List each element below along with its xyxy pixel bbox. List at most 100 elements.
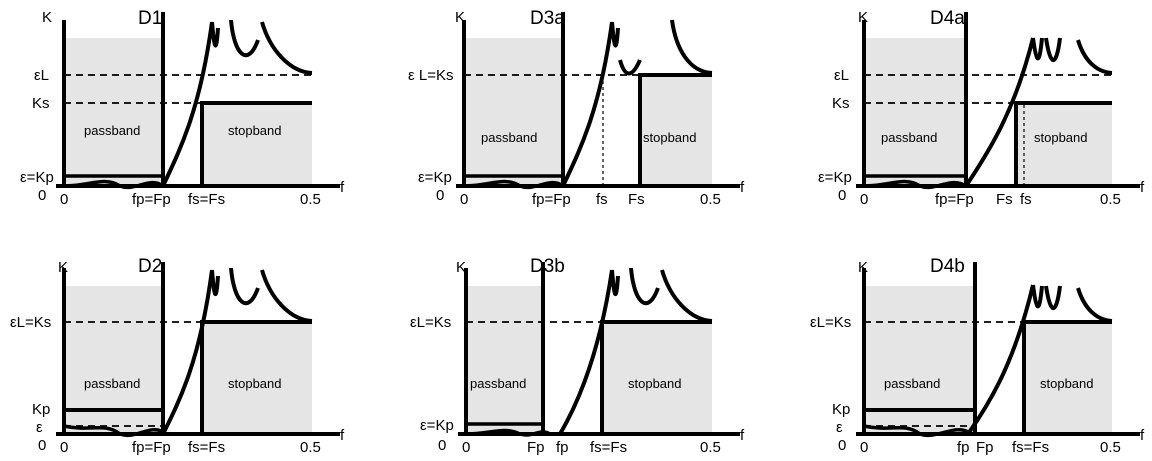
x-tick-label: 0 — [460, 191, 468, 208]
stopband-edge — [638, 73, 712, 186]
x-tick-label: fp — [957, 439, 970, 456]
stopband-label: stopband — [228, 376, 282, 391]
y-axis-label: K — [456, 259, 466, 276]
x-axis-label: f — [1140, 179, 1145, 196]
passband-region — [466, 286, 543, 434]
x-tick-label: 0 — [860, 439, 868, 456]
x-tick-label: 0.5 — [300, 439, 321, 456]
x-tick-label: fs=Fs — [188, 191, 225, 208]
x-tick-label: fs=Fs — [1012, 439, 1049, 456]
passband-label: passband — [884, 376, 940, 391]
panel-title: D2 — [138, 256, 162, 277]
stopband-region — [602, 322, 712, 434]
x-axis-label: f — [340, 427, 345, 444]
passband-region — [64, 38, 163, 186]
passband-ripple — [63, 174, 165, 190]
stopband-label: stopband — [1034, 130, 1088, 145]
x-tick-label: Fs — [628, 191, 645, 208]
passband-ripple — [463, 174, 565, 190]
x-tick-label: 0 — [462, 439, 470, 456]
stopband-region — [1024, 322, 1112, 434]
panel-d3a: D3a K f ε L=Ks ε=Kp 0 0 fp=Fp fs Fs 0.5 … — [408, 8, 745, 208]
y-tick-label: εL — [34, 67, 49, 84]
x-tick-label: 0 — [60, 439, 68, 456]
x-tick-label: Fp — [976, 439, 994, 456]
x-tick-label: 0.5 — [700, 439, 721, 456]
passband-ripple — [863, 424, 969, 438]
x-tick-label: fp=Fp — [532, 191, 571, 208]
x-tick-label: Fs — [996, 191, 1013, 208]
passband-label: passband — [881, 130, 937, 145]
panel-title: D4a — [930, 8, 965, 29]
x-tick-label: fp=Fp — [935, 191, 974, 208]
y-tick-label: ε=Kp — [418, 169, 452, 186]
y-axis-label: K — [58, 259, 68, 276]
x-tick-label: 0 — [860, 191, 868, 208]
y-tick-label: εL=Ks — [10, 314, 51, 331]
x-axis-label: f — [340, 179, 345, 196]
stopband-region — [202, 322, 312, 434]
y-axis-label: K — [858, 9, 868, 26]
y-tick-label: ε — [836, 419, 843, 436]
x-tick-label: fs — [596, 191, 608, 208]
x-tick-label: fp=Fp — [132, 439, 171, 456]
x-axis-label: f — [740, 427, 745, 444]
stopband-edge — [200, 101, 312, 186]
x-tick-label: fs=Fs — [188, 439, 225, 456]
y-tick-label: 0 — [38, 437, 46, 454]
panel-title: D3a — [530, 8, 565, 29]
y-tick-label: ε=Kp — [420, 417, 454, 434]
x-tick-label: 0 — [60, 191, 68, 208]
panel-title: D1 — [138, 8, 162, 29]
passband-region — [864, 38, 966, 186]
passband-label: passband — [84, 376, 140, 391]
panel-d1: D1 K f εL Ks ε=Kp 0 0 fp=Fp fs=Fs 0.5 pa… — [20, 8, 345, 208]
y-tick-label: 0 — [436, 187, 444, 204]
y-tick-label: ε=Kp — [818, 169, 852, 186]
x-tick-label: fp — [556, 439, 569, 456]
x-tick-label: fs=Fs — [590, 439, 627, 456]
y-tick-label: 0 — [38, 187, 46, 204]
passband-region — [464, 38, 563, 186]
response-curve — [561, 19, 713, 187]
y-tick-label: ε — [36, 419, 43, 436]
y-tick-label: ε L=Ks — [408, 67, 453, 84]
y-tick-label: Kp — [32, 401, 50, 418]
y-tick-label: ε=Kp — [20, 169, 54, 186]
passband-ripple — [63, 424, 164, 438]
panel-d4a: D4a K f εL Ks ε=Kp 0 0 fp=Fp Fs fs 0.5 p… — [818, 8, 1145, 208]
y-tick-label: εL=Ks — [810, 314, 851, 331]
panel-title: D4b — [930, 256, 965, 277]
panel-title: D3b — [530, 256, 565, 277]
x-axis-label: f — [740, 179, 745, 196]
x-tick-label: fp=Fp — [132, 191, 171, 208]
passband-ripple — [863, 174, 967, 190]
passband-label: passband — [481, 130, 537, 145]
stopband-label: stopband — [628, 376, 682, 391]
response-curve — [161, 267, 313, 435]
y-tick-label: 0 — [838, 437, 846, 454]
stopband-region — [1016, 103, 1112, 186]
y-axis-label: K — [42, 9, 52, 26]
stopband-label: stopband — [643, 130, 697, 145]
x-tick-label: 0.5 — [1100, 191, 1121, 208]
y-tick-label: 0 — [838, 187, 846, 204]
x-tick-label: Fp — [527, 439, 545, 456]
y-tick-label: Ks — [32, 95, 50, 112]
y-axis-label: K — [455, 9, 465, 26]
x-tick-label: 0.5 — [1100, 439, 1121, 456]
response-curve — [161, 19, 313, 187]
stopband-label: stopband — [228, 123, 282, 138]
response-curve — [558, 267, 713, 436]
y-tick-label: Kp — [832, 401, 850, 418]
y-axis-label: K — [858, 259, 868, 276]
x-tick-label: 0.5 — [300, 191, 321, 208]
x-tick-label: fs — [1020, 191, 1032, 208]
stopband-label: stopband — [1040, 376, 1094, 391]
response-curve — [966, 284, 1113, 436]
panel-d2: D2 K f εL=Ks Kp ε 0 0 fp=Fp fs=Fs 0.5 pa… — [10, 256, 345, 456]
y-tick-label: 0 — [438, 437, 446, 454]
panel-d3b: D3b K f εL=Ks ε=Kp 0 0 Fp fp fs=Fs 0.5 p… — [410, 256, 745, 456]
x-axis-label: f — [1140, 427, 1145, 444]
